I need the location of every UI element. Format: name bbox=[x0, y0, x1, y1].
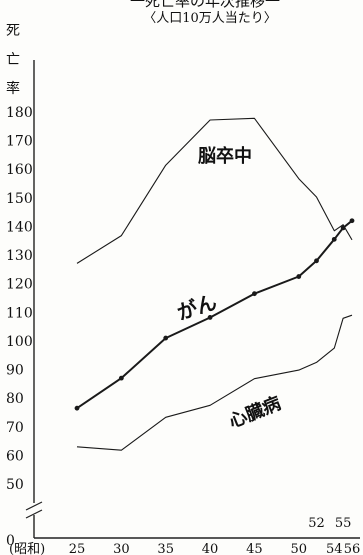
y-tick-label: 70 bbox=[6, 420, 24, 436]
data-point bbox=[340, 225, 346, 231]
x-tick-label: 56 bbox=[344, 542, 361, 555]
y-tick-label: 170 bbox=[6, 134, 33, 150]
series-line bbox=[76, 117, 353, 264]
series-lines bbox=[74, 117, 355, 451]
data-point bbox=[314, 258, 319, 264]
series-label: がん bbox=[174, 290, 219, 325]
series-label: 心臓病 bbox=[226, 392, 284, 433]
data-point bbox=[296, 274, 302, 279]
data-point bbox=[118, 375, 124, 381]
axes bbox=[25, 60, 360, 539]
y-tick-label: 160 bbox=[6, 162, 33, 178]
y-tick-label: 120 bbox=[6, 277, 33, 293]
y-tick-label: 150 bbox=[6, 191, 33, 207]
data-point bbox=[74, 405, 80, 411]
x-era-label: (昭和) bbox=[9, 542, 45, 555]
chart-subtitle: 〈人口10万人当たり〉 bbox=[143, 11, 277, 26]
y-tick-label: 90 bbox=[6, 363, 24, 379]
y-tick-label: 140 bbox=[6, 219, 33, 235]
y-label-char: 率 bbox=[6, 80, 20, 97]
x-tick-label-upper: 55 bbox=[335, 516, 352, 531]
axis-break-mark bbox=[25, 501, 43, 511]
x-tick-label: 35 bbox=[157, 542, 174, 555]
y-tick-label: 80 bbox=[6, 391, 24, 407]
y-label-char: 死 bbox=[6, 23, 20, 39]
x-tick-label-upper: 52 bbox=[308, 516, 325, 531]
y-tick-label: 130 bbox=[6, 248, 33, 264]
y-tick-label: 100 bbox=[6, 334, 33, 350]
x-tick-label: 40 bbox=[202, 542, 219, 555]
series-line bbox=[76, 314, 353, 451]
y-tick-zero: 0 bbox=[6, 533, 15, 549]
y-label-char: 亡 bbox=[6, 52, 20, 68]
data-point bbox=[331, 236, 337, 242]
data-point bbox=[349, 218, 355, 224]
y-axis-ticks: 180 170 160 150 140 130 120 110 100 90 80 70 60 50 0 bbox=[6, 105, 33, 549]
y-tick-label: 110 bbox=[6, 305, 33, 321]
x-tick-label: 50 bbox=[291, 542, 308, 555]
y-tick-label: 180 bbox=[6, 105, 33, 121]
data-point bbox=[207, 315, 213, 320]
y-tick-label: 50 bbox=[6, 477, 24, 493]
x-tick-label: 25 bbox=[69, 542, 86, 555]
y-axis-label: 死亡率 bbox=[6, 23, 20, 97]
series-label: 脳卒中 bbox=[198, 145, 252, 167]
y-tick-label: 60 bbox=[6, 448, 24, 464]
x-axis-ticks: (昭和) 25 30 35 40 45 50 54 56 52 55 bbox=[9, 516, 360, 555]
x-tick-label: 54 bbox=[326, 542, 343, 555]
data-point bbox=[252, 291, 257, 297]
axis-break-mark bbox=[25, 509, 43, 519]
x-tick-label: 30 bbox=[113, 542, 130, 555]
chart-title: 一死亡率の年次推移一 bbox=[130, 0, 280, 10]
x-tick-label: 45 bbox=[246, 542, 263, 555]
series-line bbox=[76, 219, 353, 410]
data-point bbox=[163, 335, 169, 341]
